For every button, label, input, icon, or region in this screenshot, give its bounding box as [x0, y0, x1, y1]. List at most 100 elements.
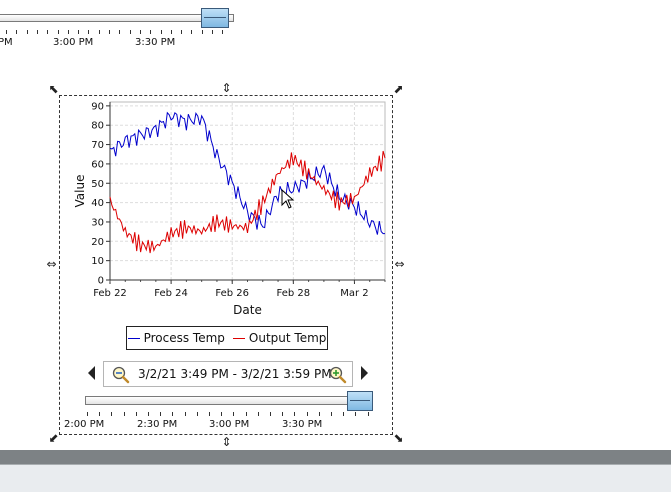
legend-label-output-temp: Output Temp	[248, 331, 327, 345]
timeline-tick	[160, 412, 162, 416]
y-tick-label: 60	[91, 159, 104, 170]
timeline-tick	[26, 30, 28, 34]
line-chart[interactable]: 0 10 20 30 40 50 60 70 80 90 Feb 22 Feb 24 Feb 26 Feb…	[70, 95, 390, 325]
timeline-tick	[6, 30, 7, 34]
zoom-in-icon[interactable]	[329, 366, 347, 384]
legend-item-process-temp: Process Temp	[127, 331, 225, 345]
y-tick-label: 70	[91, 140, 104, 151]
top-tick-label-0: PM	[0, 37, 13, 48]
timeline-tick	[129, 30, 131, 34]
legend-label-process-temp: Process Temp	[143, 331, 225, 345]
timeline-tick	[78, 30, 80, 34]
bottom-tick-label-3: 3:30 PM	[282, 419, 323, 430]
top-timeline-track[interactable]	[0, 8, 234, 28]
timeline-tick	[170, 30, 172, 34]
top-timeline-bar	[0, 14, 234, 22]
timeline-tick	[181, 30, 183, 34]
plot-area	[109, 101, 386, 281]
timeline-tick	[67, 30, 69, 34]
timeline-tick	[119, 30, 121, 34]
resize-handle-top-left-icon[interactable]: ⬉	[48, 82, 59, 96]
timeline-tick	[16, 30, 18, 34]
timeline-tick	[331, 412, 332, 416]
timeline-tick	[98, 30, 100, 34]
series-line-output-temp	[109, 150, 386, 254]
timeline-tick	[184, 412, 186, 416]
timeline-tick	[245, 412, 247, 416]
bottom-tick-label-1: 2:30 PM	[137, 419, 178, 430]
legend-swatch-process-temp	[127, 337, 140, 339]
y-tick-label: 80	[91, 121, 104, 132]
timeline-tick	[36, 30, 38, 34]
chart-legend: Process Temp Output Temp	[126, 326, 328, 350]
top-tick-label-2: 3:30 PM	[135, 37, 176, 48]
x-tick-label: Feb 22	[93, 288, 127, 299]
top-tick-label-1: 3:00 PM	[53, 37, 94, 48]
selection-frame[interactable]	[59, 95, 393, 435]
series-line-process-temp	[109, 111, 385, 235]
timeline-tick	[99, 412, 101, 416]
timeline-tick	[201, 30, 203, 34]
timeline-tick	[221, 412, 223, 416]
timeline-tick	[212, 30, 213, 34]
y-tick-label: 20	[91, 237, 104, 248]
timeline-tick	[87, 412, 88, 416]
timeline-tick	[282, 412, 284, 416]
resize-handle-right-icon[interactable]: ⇔	[394, 257, 405, 271]
timeline-tick	[88, 30, 90, 34]
timeline-tick	[367, 412, 369, 416]
bottom-timeline-thumb[interactable]	[347, 391, 373, 411]
timeline-tick	[172, 412, 174, 416]
timeline-tick	[257, 412, 259, 416]
status-bar-dark	[0, 450, 671, 464]
date-range-text: 3/2/21 3:49 PM - 3/2/21 3:59 PM	[138, 367, 332, 381]
timeline-tick	[109, 30, 110, 34]
resize-handle-top-icon[interactable]: ⇕	[221, 81, 232, 95]
range-next-button[interactable]	[361, 366, 368, 380]
timeline-tick	[123, 412, 125, 416]
resize-handle-bottom-icon[interactable]: ⇕	[221, 435, 232, 449]
resize-handle-top-right-icon[interactable]: ⬈	[393, 82, 404, 96]
top-timeline-thumb[interactable]	[201, 8, 229, 28]
x-tick-label: Feb 28	[277, 288, 311, 299]
timeline-tick	[270, 412, 271, 416]
y-tick-label: 90	[91, 101, 104, 112]
range-previous-button[interactable]	[88, 366, 95, 380]
timeline-tick	[294, 412, 296, 416]
zoom-out-icon[interactable]	[112, 366, 130, 384]
resize-handle-bottom-left-icon[interactable]: ⬋	[48, 431, 59, 445]
resize-handle-left-icon[interactable]: ⇔	[46, 257, 57, 271]
timeline-tick	[160, 30, 162, 34]
timeline-tick	[148, 412, 149, 416]
mouse-cursor-icon	[281, 189, 295, 209]
legend-swatch-output-temp	[232, 337, 245, 339]
x-tick-label: Feb 26	[215, 288, 249, 299]
bottom-timeline-track[interactable]	[85, 391, 373, 411]
date-range-box: 3/2/21 3:49 PM - 3/2/21 3:59 PM	[103, 361, 353, 387]
legend-item-output-temp: Output Temp	[232, 331, 327, 345]
timeline-tick	[47, 30, 49, 34]
y-tick-label: 0	[98, 276, 104, 287]
timeline-tick	[57, 30, 59, 34]
bottom-timeline-bar	[85, 396, 373, 405]
x-tick-label: Feb 24	[154, 288, 188, 299]
resize-handle-bottom-right-icon[interactable]: ⬊	[393, 431, 404, 445]
y-axis-title: Value	[73, 175, 87, 208]
timeline-tick	[135, 412, 137, 416]
y-tick-label: 10	[91, 256, 104, 267]
status-bar	[0, 464, 671, 492]
y-tick-label: 50	[91, 179, 104, 190]
bottom-tick-label-0: 2:00 PM	[64, 419, 105, 430]
timeline-tick	[139, 30, 141, 34]
x-tick-label: Mar 2	[340, 288, 368, 299]
timeline-tick	[233, 412, 235, 416]
y-tick-label: 30	[91, 217, 104, 228]
timeline-tick	[318, 412, 320, 416]
timeline-tick	[150, 30, 152, 34]
timeline-tick	[355, 412, 357, 416]
timeline-tick	[191, 30, 193, 34]
timeline-tick	[306, 412, 308, 416]
y-tick-label: 40	[91, 198, 104, 209]
bottom-tick-label-2: 3:00 PM	[209, 419, 250, 430]
timeline-tick	[209, 412, 210, 416]
